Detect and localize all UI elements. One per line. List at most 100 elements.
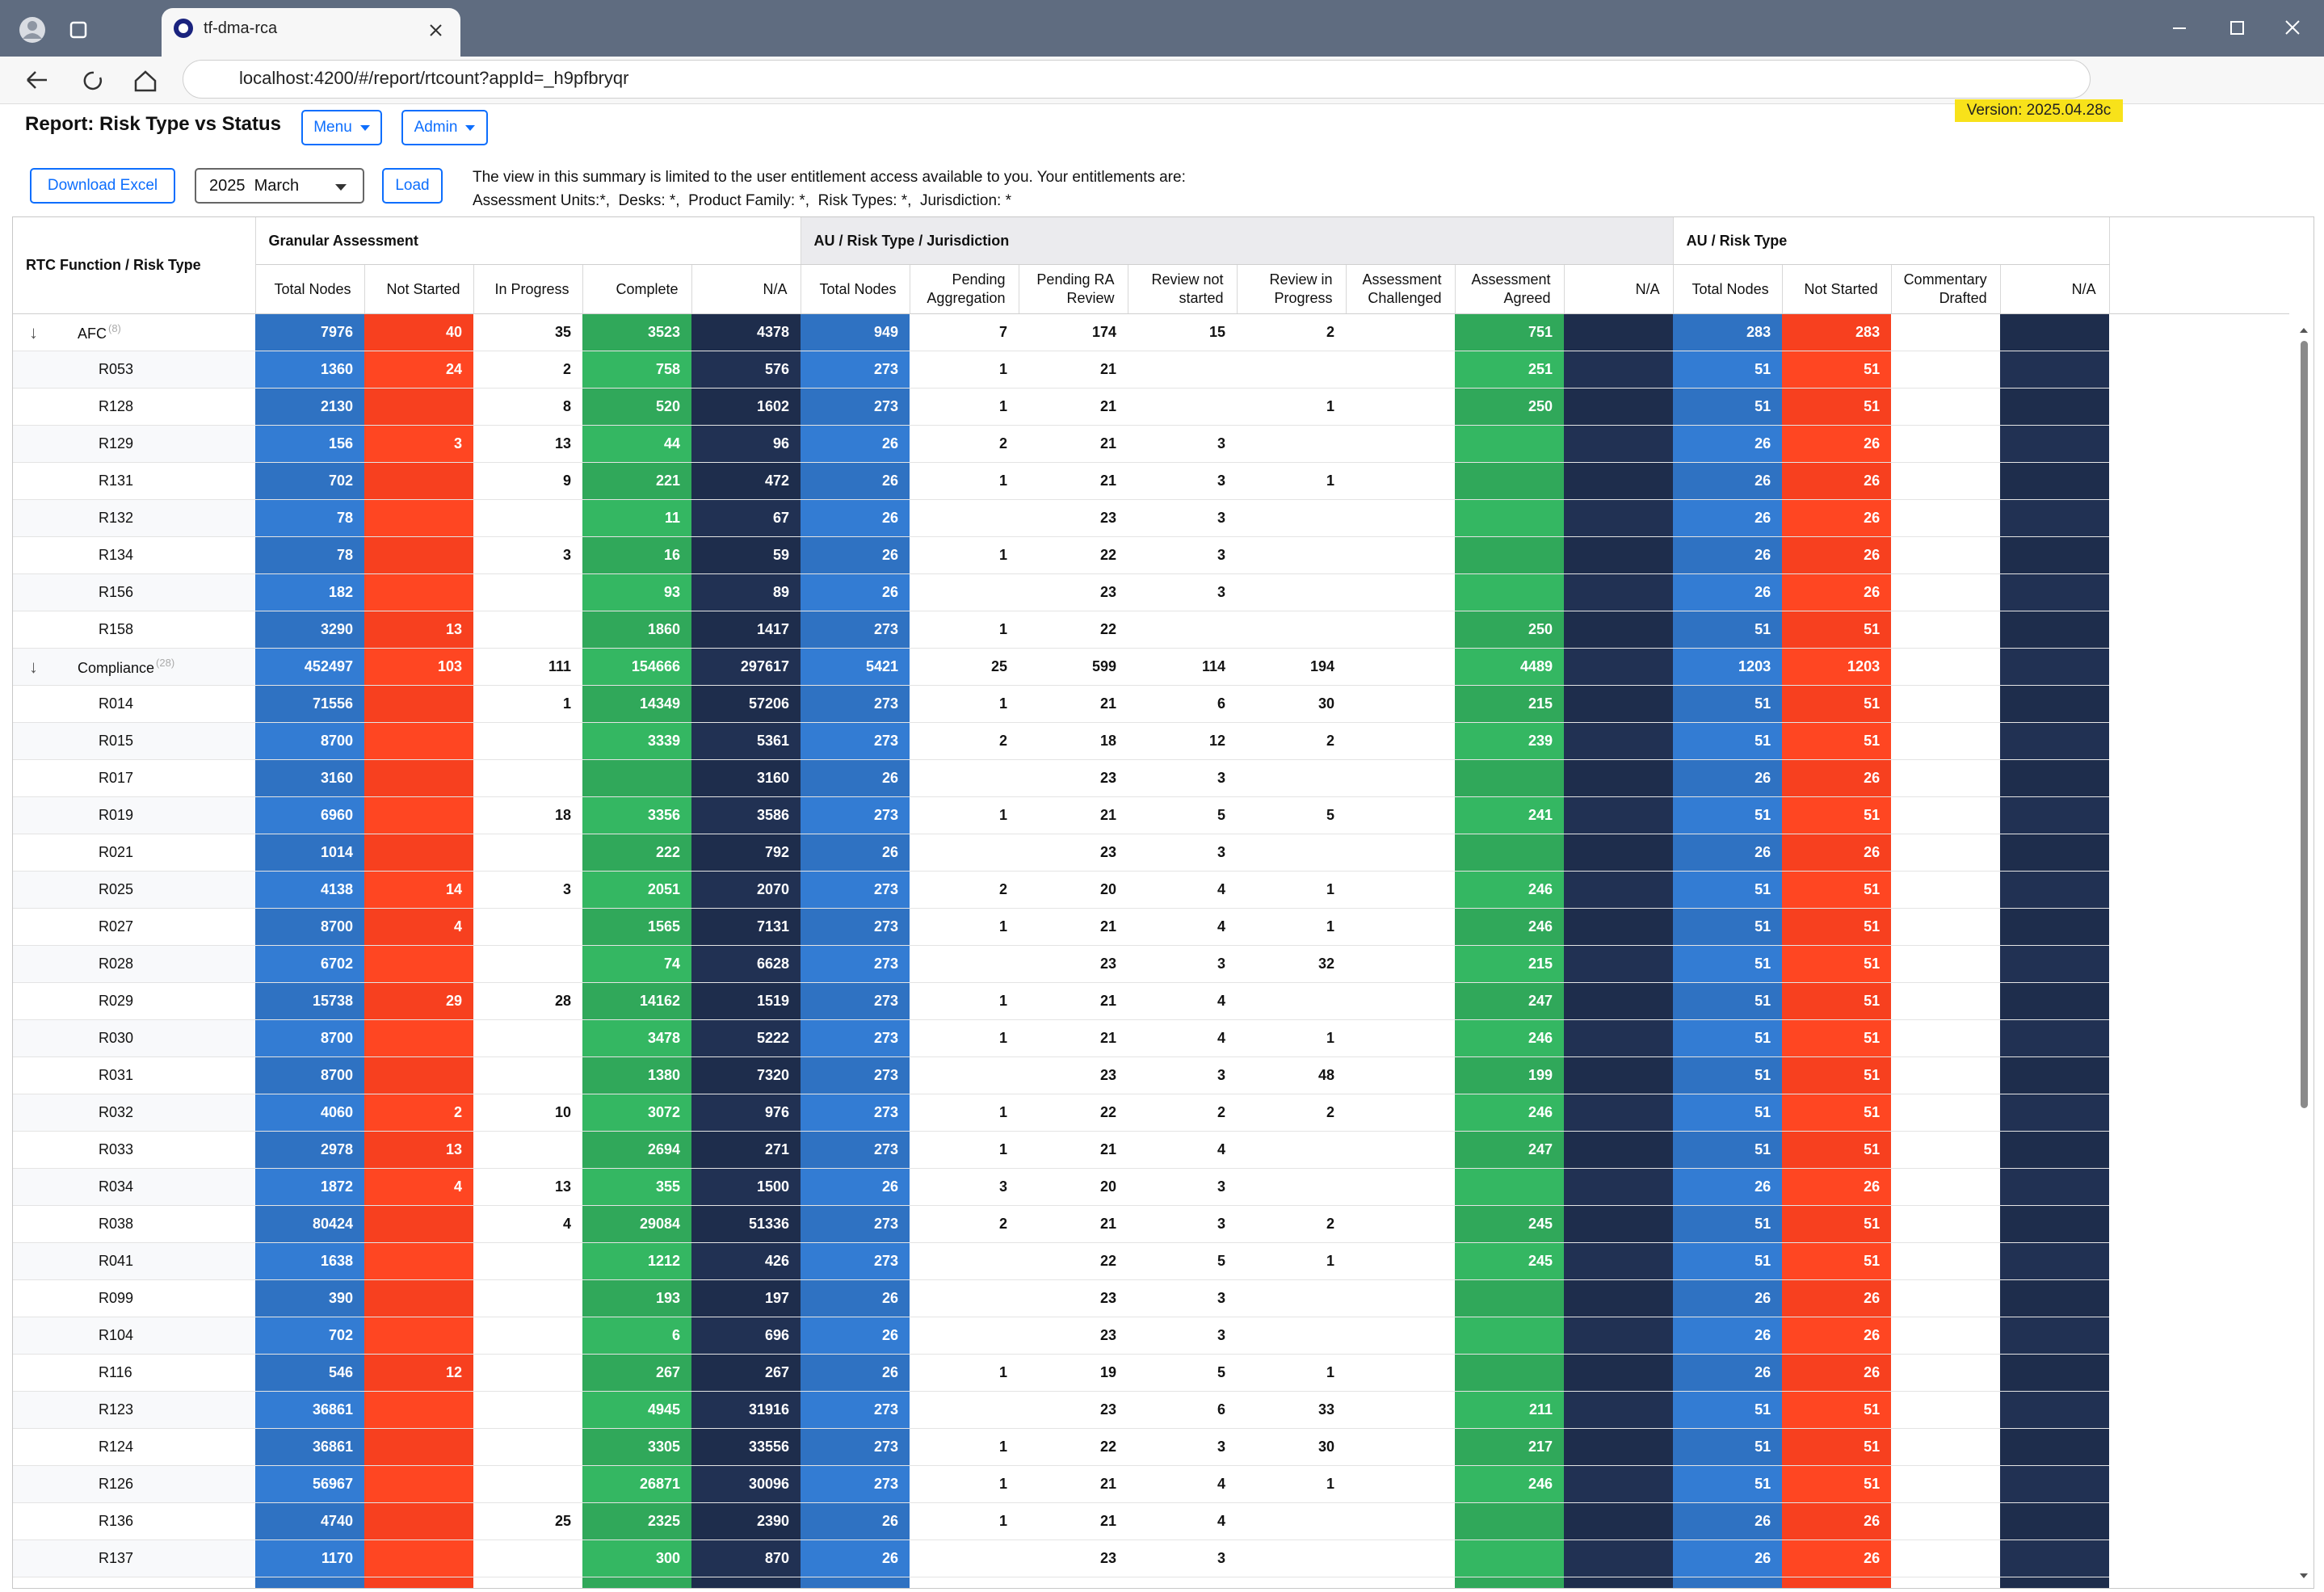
cell <box>2000 1242 2110 1280</box>
cell <box>473 1428 582 1466</box>
download-button[interactable]: Download Excel <box>30 168 175 204</box>
cell: 21 <box>1019 908 1128 946</box>
cell: 4 <box>1128 908 1237 946</box>
risk-type-label: R128 <box>99 398 134 414</box>
cell <box>1891 573 2001 611</box>
cell <box>1346 425 1455 463</box>
cell: 15 <box>1128 313 1237 351</box>
cell: 246 <box>1455 871 1564 909</box>
cell: 3 <box>1128 1428 1237 1466</box>
cell <box>1891 1168 2001 1206</box>
cell <box>364 1019 473 1057</box>
active-tab[interactable] <box>162 8 460 57</box>
cell <box>1891 1019 2001 1057</box>
menu-button[interactable]: Menu <box>301 110 382 145</box>
load-button[interactable]: Load <box>382 168 443 204</box>
cell: 3160 <box>255 759 364 797</box>
cell: 3 <box>1128 1317 1237 1355</box>
row-label: ↓ Compliance (28) <box>13 648 255 686</box>
cell: 273 <box>801 1019 910 1057</box>
row: R029 15738 29 28 14162 1519 273 1 21 4 247 51 51 <box>13 982 2289 1020</box>
cell: 51 <box>1673 796 1783 834</box>
nav-buttons[interactable] <box>23 66 160 94</box>
filler-cell <box>2109 1392 2289 1429</box>
cell: 26 <box>801 1279 910 1317</box>
cell <box>364 1317 473 1355</box>
cell: 1 <box>1237 908 1346 946</box>
cell: 51 <box>1673 982 1783 1020</box>
cell: 21 <box>1019 388 1128 426</box>
cell <box>1346 722 1455 760</box>
cell <box>1891 1131 2001 1169</box>
cell: 4060 <box>255 1094 364 1132</box>
risk-type-label: R134 <box>99 547 134 563</box>
cell: 23 <box>1019 945 1128 983</box>
cell <box>1564 722 1674 760</box>
period-select[interactable]: 2025 March <box>195 168 364 204</box>
cell: 26 <box>1673 499 1783 537</box>
cell <box>473 1019 582 1057</box>
cell: 273 <box>801 871 910 909</box>
cell: 26 <box>1673 1539 1783 1577</box>
scrollbar[interactable] <box>2298 323 2309 1583</box>
cell: 26 <box>1673 1317 1783 1355</box>
cell <box>1891 1317 2001 1355</box>
toolbar-icons <box>19 17 87 43</box>
cell: 702 <box>255 1317 364 1355</box>
cell <box>1891 1242 2001 1280</box>
cell: 1417 <box>691 611 801 649</box>
cell <box>473 1539 582 1577</box>
window-controls[interactable] <box>2157 16 2318 40</box>
row: R030 8700 3478 5222 273 1 21 4 1 246 51 51 <box>13 1019 2289 1057</box>
cell <box>473 1279 582 1317</box>
admin-button[interactable]: Admin <box>401 110 488 145</box>
menu-label: Menu <box>313 119 352 136</box>
url-field[interactable] <box>183 60 2091 99</box>
cell <box>473 722 582 760</box>
cell <box>1564 388 1674 426</box>
column-header: Assessment Agreed <box>1455 264 1565 314</box>
column-header: In Progress <box>473 264 583 314</box>
row-label: R116 <box>13 1354 255 1392</box>
cell: 702 <box>255 462 364 500</box>
filler-cell <box>2109 1540 2289 1577</box>
cell: 808 <box>691 1577 801 1588</box>
row-label: R030 <box>13 1019 255 1057</box>
risk-type-label: R033 <box>99 1141 134 1157</box>
cell <box>1564 1056 1674 1094</box>
cell: 2694 <box>582 1131 691 1169</box>
cell <box>910 1539 1019 1577</box>
url-text[interactable]: localhost:4200/#/report/rtcount?appId=_h… <box>239 68 629 88</box>
notice-line: Assessment Units:*, Desks: *, Product Fa… <box>473 192 1011 209</box>
scroll-thumb[interactable] <box>2301 341 2308 1108</box>
cell: 26 <box>801 536 910 574</box>
cell: 1 <box>910 1502 1019 1540</box>
filler-cell <box>2109 834 2289 872</box>
cell: 283 <box>1673 313 1783 351</box>
cell: 2390 <box>691 1502 801 1540</box>
cell: 12 <box>364 1354 473 1392</box>
cell: 8700 <box>255 1019 364 1057</box>
group-count: (8) <box>108 321 121 334</box>
cell: 51 <box>1673 1428 1783 1466</box>
cell <box>2000 1354 2110 1392</box>
row-label: R033 <box>13 1131 255 1169</box>
cell: 271 <box>691 1131 801 1169</box>
risk-type-label: R027 <box>99 918 134 935</box>
cell: 426 <box>691 1242 801 1280</box>
row: R131 702 9 221 472 26 1 21 3 1 26 26 <box>13 462 2289 500</box>
row: R132 78 11 67 26 23 3 26 26 <box>13 499 2289 537</box>
tab-close[interactable] <box>428 23 444 39</box>
admin-label: Admin <box>414 119 458 136</box>
cell <box>1564 1428 1674 1466</box>
cell: 10 <box>473 1094 582 1132</box>
cell: 7 <box>910 313 1019 351</box>
cell <box>1455 1279 1564 1317</box>
cell: 29 <box>364 982 473 1020</box>
row-label: R129 <box>13 425 255 463</box>
row: R019 6960 18 3356 3586 273 1 21 5 5 241 51 51 <box>13 796 2289 834</box>
cell <box>1564 611 1674 649</box>
cell: 273 <box>801 982 910 1020</box>
cell: 3305 <box>582 1428 691 1466</box>
cell <box>1564 1391 1674 1429</box>
